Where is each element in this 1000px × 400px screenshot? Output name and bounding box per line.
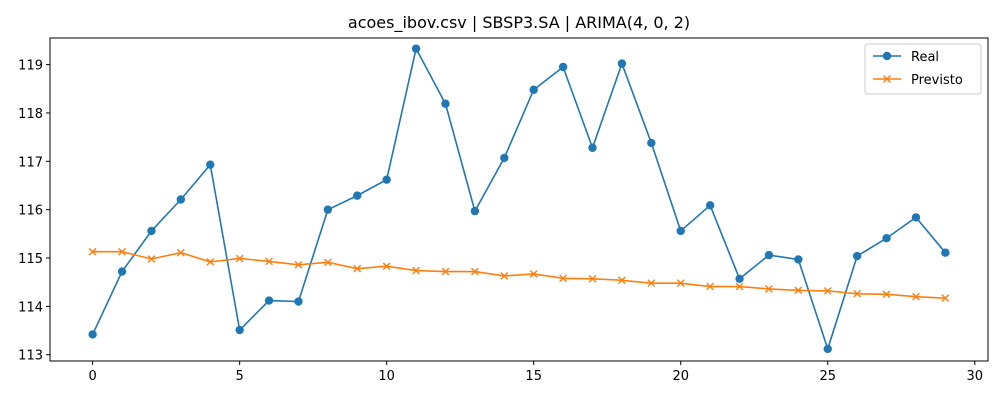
x-tick-label: 5 xyxy=(236,369,244,384)
data-point-previsto xyxy=(176,248,185,257)
data-point-real xyxy=(353,191,362,200)
x-tick-label: 15 xyxy=(525,369,542,384)
chart-title: acoes_ibov.csv | SBSP3.SA | ARIMA(4, 0, … xyxy=(348,13,690,33)
y-tick-label: 115 xyxy=(18,252,43,267)
data-point-previsto xyxy=(500,272,509,280)
data-point-previsto xyxy=(88,247,97,256)
data-point-previsto xyxy=(353,264,362,273)
data-point-real xyxy=(941,248,950,257)
legend-label-real: Real xyxy=(911,50,939,65)
data-point-previsto xyxy=(265,257,273,266)
data-point-real xyxy=(705,201,715,210)
data-point-real xyxy=(264,296,274,305)
data-point-previsto xyxy=(618,276,626,285)
data-point-previsto xyxy=(147,255,156,263)
data-point-real xyxy=(147,226,156,236)
data-point-real xyxy=(529,85,538,94)
data-point-real xyxy=(206,160,215,169)
y-tick-label: 118 xyxy=(18,107,43,122)
x-tick-label: 30 xyxy=(966,369,983,384)
data-point-real xyxy=(558,62,568,72)
data-point-previsto xyxy=(235,254,244,263)
data-point-real xyxy=(441,99,450,108)
y-tick-label: 119 xyxy=(18,59,43,74)
data-point-previsto xyxy=(588,274,597,283)
data-point-real xyxy=(294,297,303,306)
x-tick-label: 0 xyxy=(88,369,96,384)
data-point-previsto xyxy=(529,270,538,278)
legend-item-real: Real xyxy=(873,50,939,65)
data-point-previsto xyxy=(676,279,685,288)
legend: Real Previsto xyxy=(864,43,982,95)
data-point-real xyxy=(382,175,391,184)
series-line-real xyxy=(91,46,946,352)
plot-area: 0 5 10 15 20 25 30 113 114 115 116 117 118 119 xyxy=(18,37,989,384)
data-point-real xyxy=(411,44,421,53)
data-point-previsto xyxy=(794,286,803,295)
data-point-real xyxy=(588,143,597,152)
data-point-previsto xyxy=(853,289,862,298)
data-point-real xyxy=(882,233,891,243)
data-point-real xyxy=(911,213,921,222)
data-point-previsto xyxy=(941,294,950,303)
data-point-real xyxy=(735,274,744,283)
legend-item-previsto: Previsto xyxy=(873,73,963,88)
data-point-previsto xyxy=(294,260,303,269)
series-line-previsto xyxy=(92,250,946,299)
data-point-real xyxy=(794,255,803,264)
y-tick-label: 117 xyxy=(18,155,43,170)
data-point-real xyxy=(764,250,774,260)
data-point-real xyxy=(617,59,627,68)
data-point-real xyxy=(823,344,832,354)
data-point-previsto xyxy=(647,279,656,288)
y-tick-label: 114 xyxy=(18,300,43,315)
axes-frame xyxy=(49,37,989,362)
data-point-previsto xyxy=(412,266,420,275)
data-point-previsto xyxy=(323,258,332,267)
data-point-real xyxy=(676,226,685,236)
data-point-real xyxy=(647,138,656,148)
y-tick-label: 113 xyxy=(18,349,43,364)
data-point-previsto xyxy=(823,286,832,295)
data-point-previsto xyxy=(882,290,891,299)
data-point-real xyxy=(88,330,97,339)
data-point-previsto xyxy=(118,247,126,256)
x-tick-label: 20 xyxy=(672,369,689,384)
data-point-previsto xyxy=(470,267,479,276)
data-point-previsto xyxy=(206,257,215,266)
data-point-real xyxy=(470,206,480,216)
data-point-real xyxy=(176,195,186,204)
legend-label-previsto: Previsto xyxy=(911,73,963,88)
data-point-previsto xyxy=(735,282,744,291)
x-tick-label: 25 xyxy=(819,369,836,384)
data-point-previsto xyxy=(559,274,568,283)
data-point-real xyxy=(500,153,509,163)
x-tick-label: 10 xyxy=(378,369,395,384)
data-point-previsto xyxy=(912,292,920,301)
y-tick-label: 116 xyxy=(18,204,43,219)
data-point-real xyxy=(117,267,127,276)
data-point-previsto xyxy=(441,267,450,276)
data-point-previsto xyxy=(382,262,391,271)
data-point-previsto xyxy=(706,282,715,291)
data-point-real xyxy=(235,325,244,335)
data-point-real xyxy=(852,251,862,261)
data-point-previsto xyxy=(765,285,773,293)
data-point-real xyxy=(323,205,333,214)
